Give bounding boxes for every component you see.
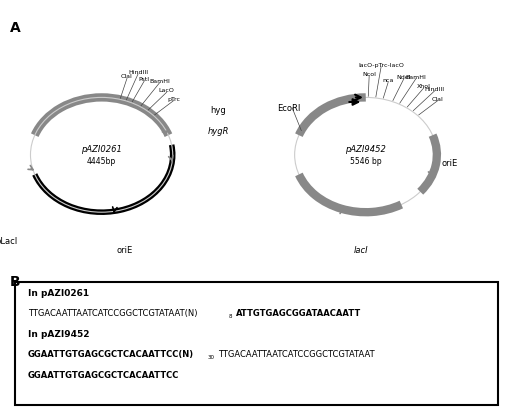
Text: lacO-pTrc-lacO: lacO-pTrc-lacO [358, 63, 404, 67]
Text: lacI: lacI [354, 245, 368, 254]
Text: ClaI: ClaI [121, 74, 133, 79]
Text: NdeI: NdeI [396, 75, 411, 80]
Text: HindIII: HindIII [128, 70, 148, 75]
Text: ClaI: ClaI [432, 97, 443, 101]
Text: oriE: oriE [442, 159, 458, 168]
Text: pAZI9452: pAZI9452 [345, 145, 386, 154]
Text: EcoRI: EcoRI [277, 104, 300, 113]
Text: pTrc: pTrc [167, 97, 180, 101]
Text: TTGACAATTAATCATCCGGCTCGTATAAT: TTGACAATTAATCATCCGGCTCGTATAAT [218, 349, 375, 358]
Text: B: B [10, 274, 21, 288]
Text: NcoI: NcoI [362, 72, 376, 76]
Bar [15, 282, 498, 405]
Text: pLacI: pLacI [0, 237, 17, 246]
Text: XhoI: XhoI [417, 84, 431, 89]
Text: 8: 8 [229, 314, 232, 319]
Text: 30: 30 [207, 355, 214, 360]
Text: GGAATTGTGAGCGCTCACAATTCC(N): GGAATTGTGAGCGCTCACAATTCC(N) [28, 349, 194, 358]
Text: HindIII: HindIII [425, 86, 445, 92]
Text: 4445bp: 4445bp [87, 157, 116, 166]
Text: nca: nca [383, 78, 394, 83]
Text: BamHI: BamHI [405, 74, 426, 80]
Text: BamHI: BamHI [149, 79, 170, 83]
Text: 5546 bp: 5546 bp [350, 157, 382, 166]
Text: PstI: PstI [139, 77, 150, 82]
Text: hygR: hygR [208, 127, 229, 136]
Text: hyg: hyg [210, 106, 227, 115]
Text: ATTGTGAGCGGATAACAATT: ATTGTGAGCGGATAACAATT [236, 308, 362, 317]
Text: In pAZI9452: In pAZI9452 [28, 329, 89, 338]
Text: pAZI0261: pAZI0261 [81, 145, 122, 154]
Text: A: A [10, 20, 21, 34]
Text: LacO: LacO [158, 88, 174, 93]
Text: TTGACAATTAATCATCCGGCTCGTATAAT(N): TTGACAATTAATCATCCGGCTCGTATAAT(N) [28, 308, 198, 317]
Text: oriE: oriE [116, 245, 133, 254]
Text: In pAZI0261: In pAZI0261 [28, 288, 89, 297]
Text: GGAATTGTGAGCGCTCACAATTCC: GGAATTGTGAGCGCTCACAATTCC [28, 370, 179, 379]
